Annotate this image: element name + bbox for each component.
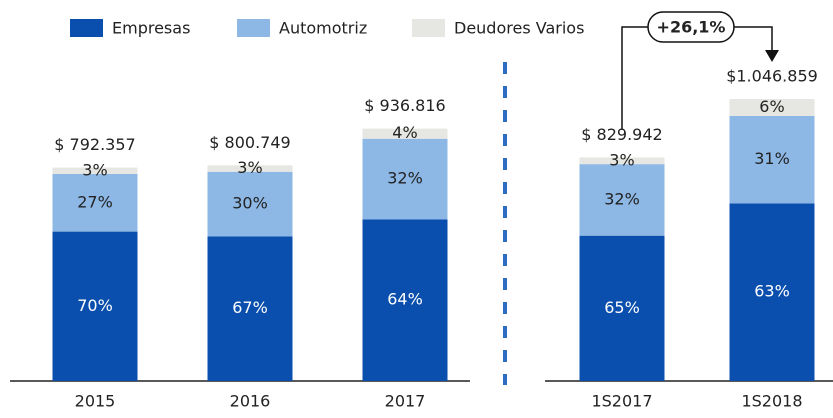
segment-label: 67%	[232, 298, 268, 317]
total-label: $ 792.357	[54, 135, 135, 154]
segment-label: 3%	[237, 158, 262, 177]
total-label: $1.046.859	[726, 67, 818, 86]
legend-label: Deudores Varios	[454, 19, 584, 38]
bar-segment	[207, 171, 293, 237]
legend-label: Empresas	[112, 19, 190, 38]
bar-segment	[579, 164, 665, 236]
bar-segment	[362, 128, 448, 139]
x-tick-label: 2015	[75, 392, 116, 411]
segment-label: 4%	[392, 123, 417, 142]
segment-label: 3%	[609, 150, 634, 169]
segment-label: 32%	[387, 169, 423, 188]
bar-segment	[729, 115, 815, 204]
segment-label: 6%	[759, 97, 784, 116]
legend-swatch	[70, 19, 103, 37]
x-tick-label: 2016	[230, 392, 271, 411]
segment-label: 30%	[232, 194, 268, 213]
segment-label: 27%	[77, 192, 113, 211]
legend-swatch	[237, 19, 270, 37]
segment-label: 70%	[77, 296, 113, 315]
total-label: $ 800.749	[209, 133, 290, 152]
x-tick-label: 1S2017	[591, 392, 652, 411]
bar-segment	[207, 236, 293, 381]
bar-segment	[52, 173, 138, 232]
segment-label: 65%	[604, 298, 640, 317]
bar-segment	[207, 165, 293, 172]
legend-swatch	[412, 19, 445, 37]
arrow-head	[765, 50, 779, 62]
bar-segment	[579, 157, 665, 165]
segment-label: 32%	[604, 189, 640, 208]
segment-label: 63%	[754, 282, 790, 301]
bar-segment	[362, 138, 448, 220]
segment-label: 3%	[82, 160, 107, 179]
total-label: $ 936.816	[364, 96, 445, 115]
bar-segment	[362, 219, 448, 381]
segment-label: 31%	[754, 149, 790, 168]
bar-segment	[579, 235, 665, 381]
legend-label: Automotriz	[279, 19, 367, 38]
bar-segment	[729, 99, 815, 116]
segment-label: 64%	[387, 290, 423, 309]
bar-segment	[52, 231, 138, 381]
annotation: +26,1%	[657, 18, 726, 37]
x-tick-label: 1S2018	[741, 392, 802, 411]
bar-segment	[52, 167, 138, 174]
bar-segment	[729, 203, 815, 381]
annotation-box	[647, 11, 735, 43]
total-label: $ 829.942	[581, 125, 662, 144]
x-tick-label: 2017	[385, 392, 426, 411]
